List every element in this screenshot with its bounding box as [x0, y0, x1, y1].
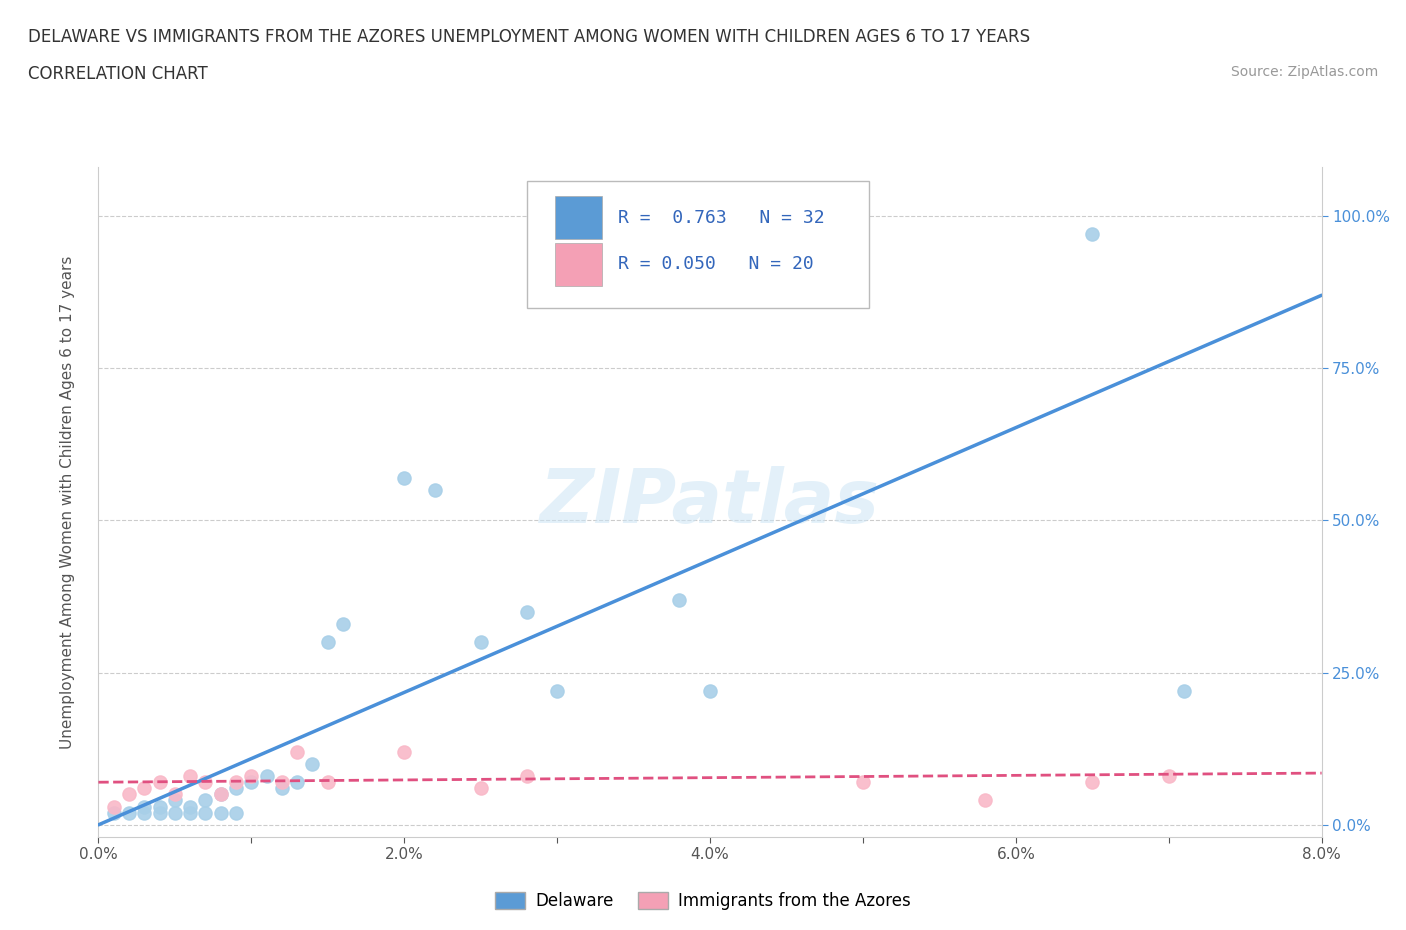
Point: [179, 769, 201, 784]
Point: [668, 592, 690, 607]
Point: [1081, 227, 1104, 242]
Point: [225, 805, 247, 820]
Y-axis label: Unemployment Among Women with Children Ages 6 to 17 years: Unemployment Among Women with Children A…: [60, 256, 75, 749]
Point: [392, 471, 416, 485]
Point: [149, 775, 172, 790]
Point: [1081, 775, 1104, 790]
Point: [163, 787, 186, 802]
Point: [209, 787, 232, 802]
Point: [852, 775, 875, 790]
FancyBboxPatch shape: [555, 196, 602, 239]
Point: [516, 604, 538, 619]
Point: [423, 483, 446, 498]
Point: [240, 775, 263, 790]
Point: [209, 805, 232, 820]
Point: [134, 799, 156, 814]
Point: [301, 756, 323, 771]
Point: [194, 805, 217, 820]
Point: [103, 799, 125, 814]
Point: [240, 769, 263, 784]
Point: [209, 787, 232, 802]
Point: [256, 769, 278, 784]
Legend: Delaware, Immigrants from the Azores: Delaware, Immigrants from the Azores: [488, 885, 918, 917]
Text: R = 0.050   N = 20: R = 0.050 N = 20: [619, 256, 814, 273]
Point: [225, 781, 247, 796]
Text: CORRELATION CHART: CORRELATION CHART: [28, 65, 208, 83]
Point: [134, 781, 156, 796]
Point: [149, 805, 172, 820]
Point: [1173, 684, 1195, 698]
Point: [316, 635, 339, 650]
Text: Source: ZipAtlas.com: Source: ZipAtlas.com: [1230, 65, 1378, 79]
Point: [149, 799, 172, 814]
Point: [225, 775, 247, 790]
Point: [194, 775, 217, 790]
Text: ZIPatlas: ZIPatlas: [540, 466, 880, 538]
Point: [103, 805, 125, 820]
Point: [285, 775, 308, 790]
Point: [392, 744, 416, 759]
Point: [699, 684, 721, 698]
FancyBboxPatch shape: [526, 180, 869, 308]
Point: [194, 793, 217, 808]
FancyBboxPatch shape: [555, 243, 602, 286]
Point: [316, 775, 339, 790]
Point: [118, 805, 141, 820]
Point: [546, 684, 568, 698]
Point: [118, 787, 141, 802]
Point: [1157, 769, 1180, 784]
Text: R =  0.763   N = 32: R = 0.763 N = 32: [619, 208, 825, 227]
Point: [270, 775, 294, 790]
Point: [134, 805, 156, 820]
Point: [516, 769, 538, 784]
Point: [163, 793, 186, 808]
Point: [179, 805, 201, 820]
Point: [163, 805, 186, 820]
Point: [470, 635, 492, 650]
Point: [179, 799, 201, 814]
Point: [285, 744, 308, 759]
Point: [270, 781, 294, 796]
Point: [974, 793, 997, 808]
Point: [470, 781, 492, 796]
Point: [332, 617, 354, 631]
Text: DELAWARE VS IMMIGRANTS FROM THE AZORES UNEMPLOYMENT AMONG WOMEN WITH CHILDREN AG: DELAWARE VS IMMIGRANTS FROM THE AZORES U…: [28, 28, 1031, 46]
